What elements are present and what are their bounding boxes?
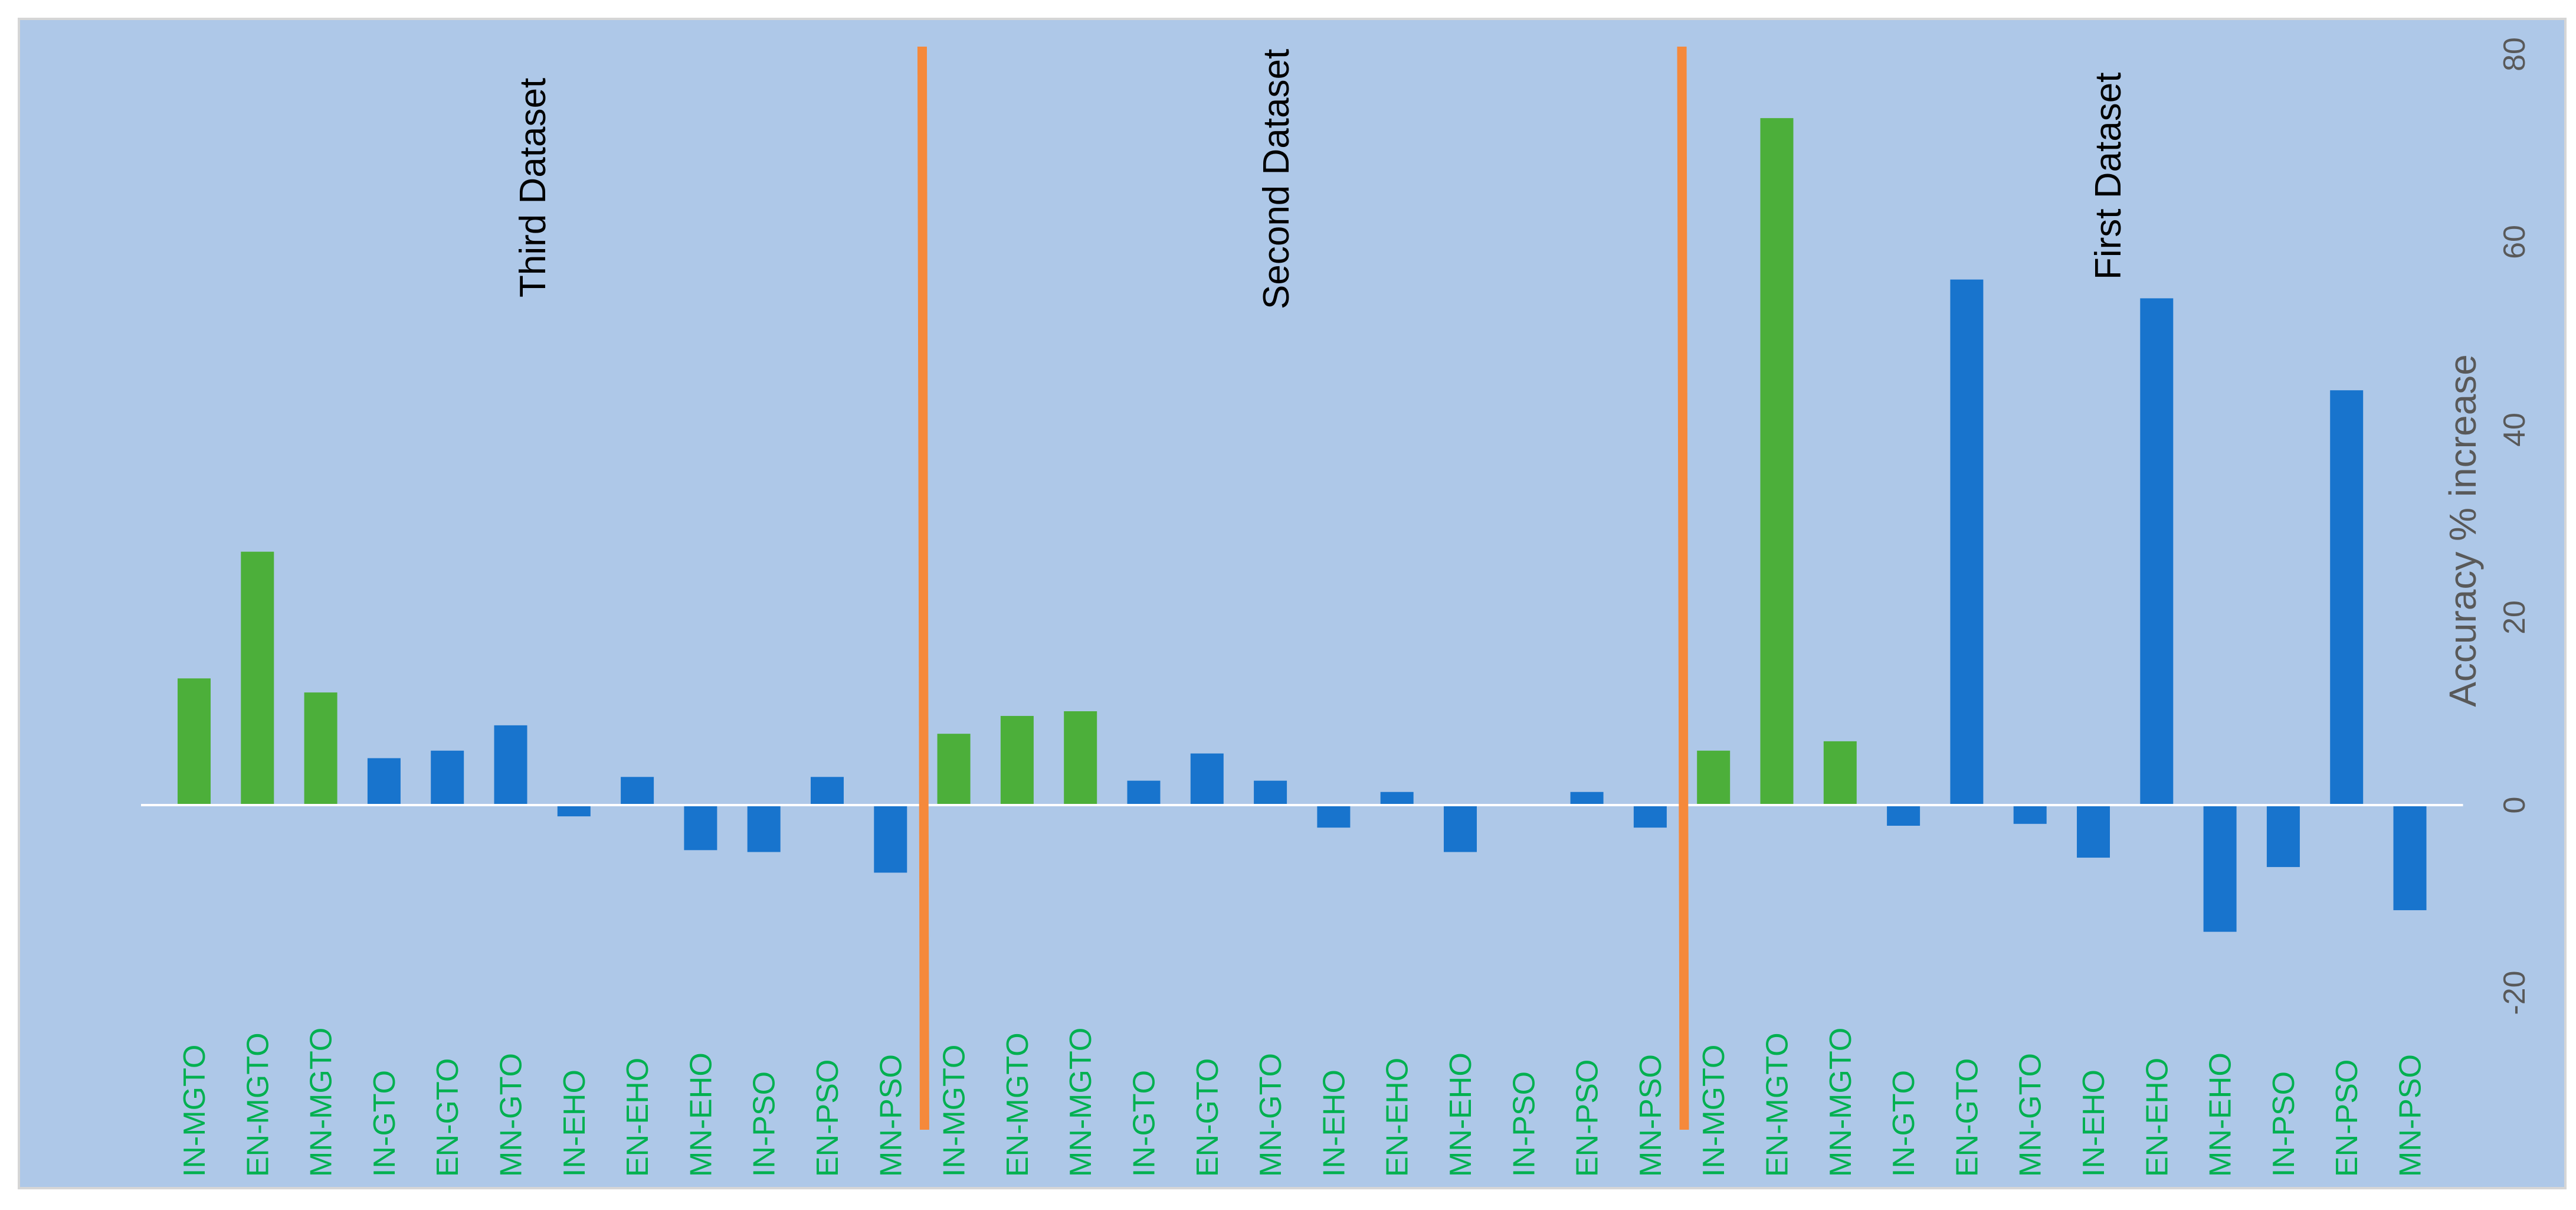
section-labels: Third Dataset Second Dataset First Dataset: [513, 49, 2129, 309]
category-label: IN-MGTO: [938, 1045, 972, 1177]
bar-second-dataset-en-mgto: [1000, 715, 1034, 805]
category-label: EN-MGTO: [1001, 1032, 1035, 1177]
section-label: Third Dataset: [513, 78, 553, 297]
category-label: IN-GTO: [1128, 1070, 1162, 1177]
category-label: MN-MGTO: [1824, 1028, 1858, 1177]
category-label: EN-EHO: [1381, 1058, 1415, 1177]
category-label: MN-MGTO: [1064, 1028, 1098, 1177]
category-label: IN-EHO: [1317, 1070, 1351, 1177]
category-label: IN-EHO: [558, 1070, 592, 1177]
category-label: EN-EHO: [2140, 1058, 2174, 1177]
category-label: EN-GTO: [431, 1058, 465, 1177]
category-label: MN-PSO: [1634, 1054, 1668, 1177]
bar-second-dataset-en-eho: [1380, 792, 1414, 805]
category-label: MN-MGTO: [304, 1028, 339, 1177]
category-label: EN-GTO: [1191, 1058, 1225, 1177]
bar-first-dataset-mn-eho: [2203, 805, 2237, 932]
bar-first-dataset-en-pso: [2330, 390, 2364, 805]
y-tick-label: 60: [2498, 225, 2532, 259]
category-label: IN-PSO: [748, 1071, 782, 1177]
bar-third-dataset-en-pso: [811, 777, 844, 805]
bar-second-dataset-in-mgto: [937, 734, 971, 805]
bar-third-dataset-in-mgto: [178, 678, 211, 805]
category-label: MN-GTO: [494, 1053, 529, 1177]
bar-second-dataset-en-gto: [1190, 753, 1224, 805]
category-label: MN-EHO: [2204, 1052, 2238, 1177]
section-divider: [917, 46, 929, 1130]
y-tick-label: 80: [2498, 37, 2532, 71]
category-label: MN-EHO: [684, 1052, 718, 1177]
bar-second-dataset-en-pso: [1570, 792, 1604, 805]
category-label: MN-GTO: [1254, 1053, 1288, 1177]
y-tick-label: 0: [2498, 797, 2532, 814]
category-label: EN-EHO: [621, 1058, 655, 1177]
y-tick-label: 40: [2498, 413, 2532, 447]
bar-third-dataset-en-gto: [431, 750, 464, 805]
category-label: EN-GTO: [1950, 1058, 1984, 1177]
bar-second-dataset-in-gto: [1127, 780, 1161, 805]
bar-second-dataset-in-eho: [1317, 805, 1351, 828]
section-dividers: [917, 46, 1689, 1130]
category-label: IN-PSO: [2267, 1071, 2301, 1177]
category-label: MN-PSO: [874, 1054, 908, 1177]
bar-third-dataset-in-eho: [557, 805, 591, 817]
bar-third-dataset-in-pso: [747, 805, 781, 852]
category-label: IN-EHO: [2077, 1070, 2111, 1177]
bar-first-dataset-mn-pso: [2393, 805, 2427, 911]
category-label: IN-MGTO: [1697, 1045, 1731, 1177]
category-label: MN-EHO: [1444, 1052, 1478, 1177]
bar-second-dataset-mn-gto: [1254, 780, 1287, 805]
chart-frame: IN-MGTO EN-MGTO MN-MGTO IN-GTO EN-GTO MN-GTO I…: [18, 18, 2567, 1189]
y-axis-ticks: -20 0 20 40 60 80: [2498, 37, 2532, 1015]
category-label: EN-MGTO: [241, 1032, 275, 1177]
bar-second-dataset-mn-eho: [1444, 805, 1477, 852]
category-label: IN-PSO: [1507, 1071, 1541, 1177]
category-label: MN-PSO: [2394, 1054, 2428, 1177]
category-label: IN-GTO: [368, 1070, 402, 1177]
bar-first-dataset-in-gto: [1887, 805, 1920, 826]
bar-third-dataset-mn-mgto: [304, 692, 337, 805]
bar-third-dataset-mn-gto: [494, 725, 527, 805]
category-label: EN-MGTO: [1761, 1032, 1795, 1177]
bar-third-dataset-mn-eho: [684, 805, 717, 851]
section-label: Second Dataset: [1256, 49, 1297, 309]
category-label: EN-PSO: [1571, 1059, 1605, 1177]
bar-first-dataset-mn-mgto: [1823, 741, 1857, 805]
bar-first-dataset-en-mgto: [1760, 118, 1794, 805]
section-label: First Dataset: [2088, 73, 2129, 280]
bar-first-dataset-en-eho: [2140, 298, 2174, 805]
y-tick-label: -20: [2498, 970, 2532, 1015]
bar-second-dataset-mn-mgto: [1064, 711, 1097, 805]
category-label: MN-GTO: [2014, 1053, 2048, 1177]
bars-layer: [178, 118, 2427, 932]
bar-third-dataset-en-mgto: [241, 551, 274, 805]
bar-first-dataset-mn-gto: [2013, 805, 2047, 824]
bar-second-dataset-mn-pso: [1633, 805, 1667, 828]
category-labels: IN-MGTO EN-MGTO MN-MGTO IN-GTO EN-GTO MN-GTO I…: [178, 1028, 2428, 1177]
section-divider: [1677, 46, 1689, 1130]
category-label: IN-GTO: [1887, 1070, 1921, 1177]
bar-third-dataset-mn-pso: [874, 805, 907, 873]
bar-third-dataset-en-eho: [621, 777, 654, 805]
category-label: IN-MGTO: [178, 1045, 212, 1177]
bar-first-dataset-in-mgto: [1697, 750, 1731, 805]
bar-first-dataset-en-gto: [1950, 279, 1984, 806]
bar-third-dataset-in-gto: [367, 758, 401, 805]
accuracy-bar-chart: IN-MGTO EN-MGTO MN-MGTO IN-GTO EN-GTO MN-GTO I…: [141, 37, 2532, 1177]
bar-first-dataset-in-eho: [2077, 805, 2110, 858]
bar-first-dataset-in-pso: [2266, 805, 2300, 867]
y-tick-label: 20: [2498, 600, 2532, 635]
y-axis-title: Accuracy % increase: [2441, 354, 2484, 707]
category-label: EN-PSO: [2330, 1059, 2364, 1177]
category-label: EN-PSO: [811, 1059, 845, 1177]
